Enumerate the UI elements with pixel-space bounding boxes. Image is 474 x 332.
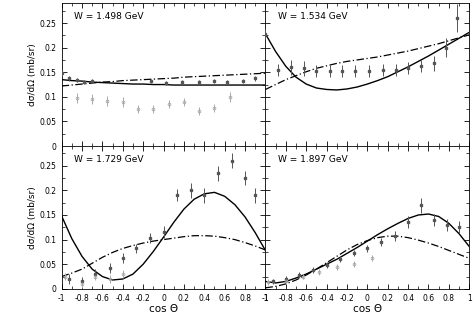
Text: W = 1.897 GeV: W = 1.897 GeV (278, 155, 347, 164)
Text: W = 1.534 GeV: W = 1.534 GeV (278, 12, 347, 21)
X-axis label: cos Θ: cos Θ (149, 304, 178, 314)
Y-axis label: dσ/dΩ (mb/sr): dσ/dΩ (mb/sr) (28, 186, 37, 249)
Y-axis label: dσ/dΩ (mb/sr): dσ/dΩ (mb/sr) (28, 43, 37, 106)
Text: W = 1.498 GeV: W = 1.498 GeV (74, 12, 143, 21)
Text: W = 1.729 GeV: W = 1.729 GeV (74, 155, 143, 164)
X-axis label: cos Θ: cos Θ (353, 304, 382, 314)
